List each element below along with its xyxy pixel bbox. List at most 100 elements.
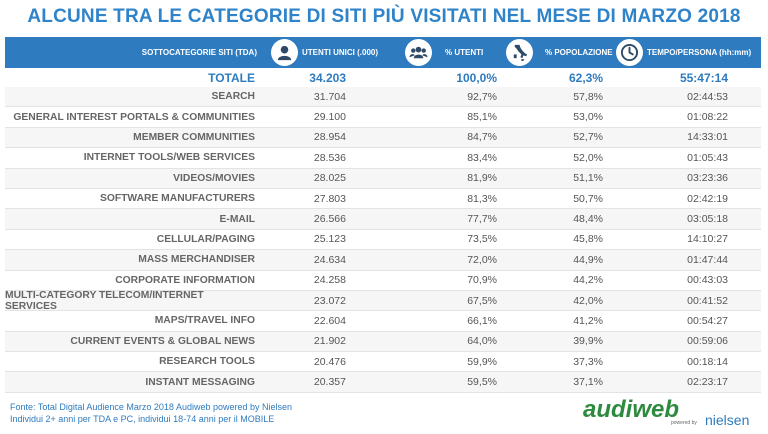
header-utenti-unici: UTENTI UNICI (.000): [302, 48, 379, 57]
row-utenti: 20.476: [313, 355, 346, 368]
row-pct-pop: 44,9%: [573, 253, 603, 266]
row-tempo: 03:23:36: [687, 172, 728, 185]
row-pct-pop: 37,1%: [573, 376, 603, 389]
table-row: VIDEOS/MOVIES 28.025 81,9% 51,1% 03:23:3…: [5, 168, 761, 189]
row-utenti: 21.902: [313, 335, 346, 348]
header-pct-utenti: % UTENTI: [445, 48, 484, 57]
table-row: CELLULAR/PAGING 25.123 73,5% 45,8% 14:10…: [5, 230, 761, 251]
row-tempo: 02:23:17: [687, 376, 728, 389]
row-pct-utenti: 70,9%: [467, 274, 497, 287]
source-line-2: Individui 2+ anni per TDA e PC, individu…: [10, 414, 275, 424]
row-pct-utenti: 77,7%: [467, 213, 497, 226]
row-pct-utenti: 64,0%: [467, 335, 497, 348]
row-tempo: 00:59:06: [687, 335, 728, 348]
row-pct-utenti: 84,7%: [467, 131, 497, 144]
row-pct-utenti: 85,1%: [467, 111, 497, 124]
row-tempo: 02:42:19: [687, 192, 728, 205]
source-line-1: Fonte: Total Digital Audience Marzo 2018…: [10, 402, 293, 412]
table-row: CORPORATE INFORMATION 24.258 70,9% 44,2%…: [5, 271, 761, 291]
table-row: E-MAIL 26.566 77,7% 48,4% 03:05:18: [5, 209, 761, 230]
totale-pct-pop: 62,3%: [568, 71, 603, 85]
totale-pct-utenti: 100,0%: [456, 71, 497, 85]
row-category: CELLULAR/PAGING: [156, 233, 255, 245]
row-pct-utenti: 83,4%: [467, 151, 497, 164]
row-utenti: 22.604: [313, 314, 346, 327]
row-category: INSTANT MESSAGING: [145, 376, 255, 388]
row-pct-pop: 44,2%: [573, 274, 603, 287]
table-row: MULTI-CATEGORY TELECOM/INTERNET SERVICES…: [5, 289, 761, 312]
row-category: MASS MERCHANDISER: [138, 254, 255, 266]
row-pct-pop: 39,9%: [573, 335, 603, 348]
row-pct-pop: 52,0%: [573, 151, 603, 164]
table-body: SEARCH 31.704 92,7% 57,8% 02:44:53 GENER…: [5, 87, 761, 393]
totale-utenti: 34.203: [309, 71, 346, 85]
table-header: SOTTOCATEGORIE SITI (TDA) UTENTI UNICI (…: [5, 37, 761, 68]
totale-tempo: 55:47:14: [679, 71, 728, 85]
row-category: SOFTWARE MANUFACTURERS: [99, 193, 255, 205]
row-category: MULTI-CATEGORY TELECOM/INTERNET SERVICES: [5, 289, 204, 312]
clock-icon: [616, 39, 643, 66]
audiweb-logo-text: audiweb: [583, 396, 680, 423]
row-category: MAPS/TRAVEL INFO: [154, 315, 255, 327]
row-pct-pop: 45,8%: [573, 233, 603, 246]
table-row: GENERAL INTEREST PORTALS & COMMUNITIES 2…: [5, 107, 761, 128]
row-utenti: 31.704: [313, 90, 346, 103]
row-tempo: 00:54:27: [687, 314, 728, 327]
row-pct-pop: 48,4%: [573, 213, 603, 226]
table-row: CURRENT EVENTS & GLOBAL NEWS 21.902 64,0…: [5, 331, 761, 353]
table-row: MEMBER COMMUNITIES 28.954 84,7% 52,7% 14…: [5, 127, 761, 149]
row-category: INTERNET TOOLS/WEB SERVICES: [83, 152, 255, 164]
row-utenti: 29.100: [313, 111, 346, 124]
row-tempo: 02:44:53: [687, 90, 728, 103]
row-pct-pop: 51,1%: [573, 172, 603, 185]
row-tempo: 01:47:44: [687, 253, 728, 266]
row-pct-pop: 52,7%: [573, 131, 603, 144]
totale-label: TOTALE: [208, 71, 255, 85]
nielsen-logo-text: nielsen: [705, 412, 750, 428]
header-tempo-persona: TEMPO/PERSONA (hh:mm): [647, 48, 752, 57]
table-row: MAPS/TRAVEL INFO 22.604 66,1% 41,2% 00:5…: [5, 311, 761, 332]
row-utenti: 26.566: [313, 213, 346, 226]
table-row: SOFTWARE MANUFACTURERS 27.803 81,3% 50,7…: [5, 189, 761, 210]
row-pct-pop: 57,8%: [573, 90, 603, 103]
row-category: MEMBER COMMUNITIES: [133, 131, 255, 143]
row-pct-pop: 53,0%: [573, 111, 603, 124]
row-utenti: 28.954: [313, 131, 346, 144]
row-tempo: 01:05:43: [687, 151, 728, 164]
row-pct-utenti: 81,9%: [467, 172, 497, 185]
row-category: CURRENT EVENTS & GLOBAL NEWS: [70, 335, 255, 347]
row-pct-utenti: 72,0%: [467, 253, 497, 266]
row-utenti: 24.634: [313, 253, 346, 266]
row-utenti: 28.536: [313, 151, 346, 164]
row-tempo: 00:43:03: [687, 274, 728, 287]
row-pct-utenti: 67,5%: [467, 294, 497, 307]
row-pct-utenti: 59,9%: [467, 355, 497, 368]
row-pct-utenti: 81,3%: [467, 192, 497, 205]
powered-by-text: powered by: [671, 420, 697, 426]
row-pct-pop: 50,7%: [573, 192, 603, 205]
row-pct-pop: 42,0%: [573, 294, 603, 307]
totale-row: TOTALE 34.203 100,0% 62,3% 55:47:14: [5, 69, 761, 87]
row-category: E-MAIL: [219, 213, 255, 225]
row-utenti: 20.357: [313, 376, 346, 389]
table-row: INSTANT MESSAGING 20.357 59,5% 37,1% 02:…: [5, 372, 761, 393]
page-title: ALCUNE TRA LE CATEGORIE DI SITI PIÙ VISI…: [27, 6, 741, 27]
row-utenti: 23.072: [313, 294, 346, 307]
row-utenti: 25.123: [313, 233, 346, 246]
row-tempo: 00:41:52: [687, 294, 728, 307]
row-tempo: 01:08:22: [687, 111, 728, 124]
source-note: Fonte: Total Digital Audience Marzo 2018…: [10, 401, 292, 425]
row-utenti: 27.803: [313, 192, 346, 205]
group-icon: [405, 39, 432, 66]
audiweb-nielsen-logo: audiweb powered by nielsen: [583, 396, 758, 430]
row-pct-utenti: 73,5%: [467, 233, 497, 246]
row-category: CORPORATE INFORMATION: [115, 274, 255, 286]
header-pct-popolazione: % POPOLAZIONE: [545, 48, 613, 57]
row-pct-utenti: 59,5%: [467, 376, 497, 389]
table-row: MASS MERCHANDISER 24.634 72,0% 44,9% 01:…: [5, 250, 761, 271]
table-row: INTERNET TOOLS/WEB SERVICES 28.536 83,4%…: [5, 148, 761, 169]
row-category: VIDEOS/MOVIES: [173, 172, 255, 184]
row-pct-pop: 37,3%: [573, 355, 603, 368]
row-category: SEARCH: [211, 91, 255, 103]
row-pct-utenti: 66,1%: [467, 314, 497, 327]
